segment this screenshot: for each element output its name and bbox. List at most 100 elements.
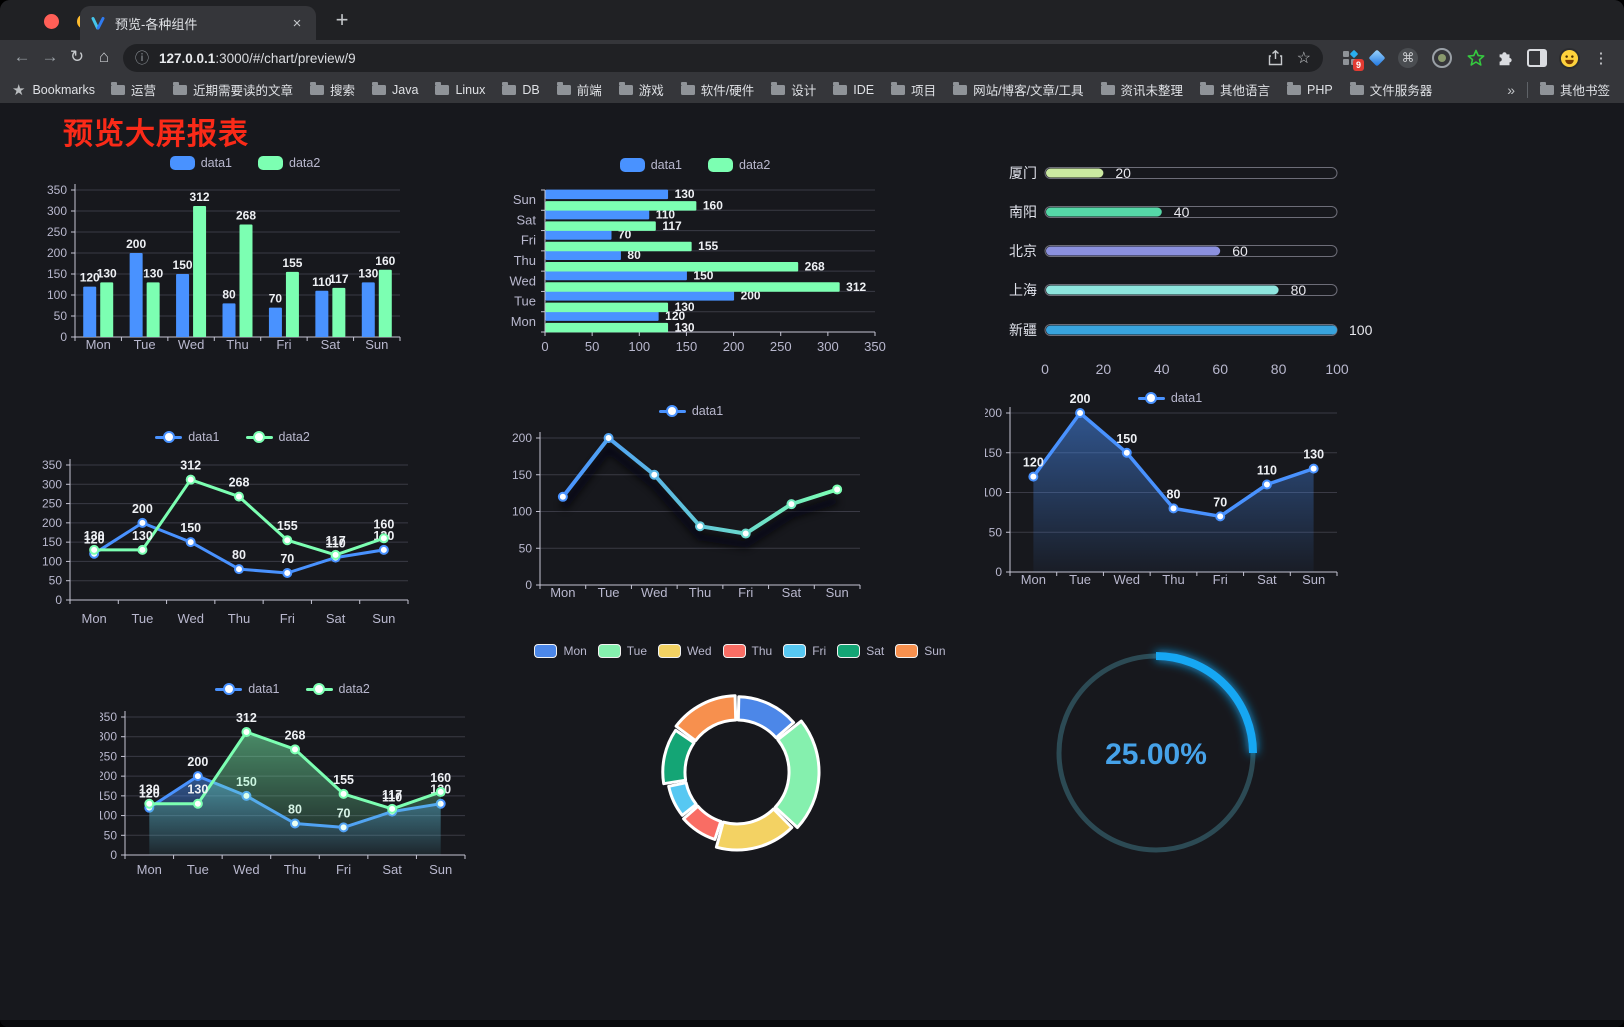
side-panel-icon[interactable]: [1524, 44, 1550, 72]
pie-slice-Fri: [667, 781, 698, 817]
svg-text:Sun: Sun: [372, 611, 395, 626]
extension-grid-icon[interactable]: 9: [1337, 44, 1364, 72]
bookmark-folder[interactable]: 项目: [891, 80, 936, 99]
share-icon[interactable]: [1268, 50, 1283, 66]
svg-text:0: 0: [1041, 361, 1049, 377]
other-bookmarks[interactable]: 其他书签: [1539, 80, 1610, 99]
extensions-puzzle-icon[interactable]: [1492, 44, 1518, 72]
svg-text:Fri: Fri: [280, 611, 295, 626]
chart-legend: Mon Tue Wed Thu Fri Sat Sun: [534, 644, 946, 658]
legend-item-data1[interactable]: data1: [658, 404, 723, 418]
svg-text:北京: 北京: [1009, 243, 1037, 259]
bookmarks-label[interactable]: Bookmarks: [32, 82, 95, 97]
legend-item-Wed[interactable]: Wed: [658, 644, 712, 658]
bookmark-folder[interactable]: IDE: [833, 81, 874, 97]
folder-icon: [618, 81, 633, 95]
new-tab-button[interactable]: +: [335, 7, 349, 32]
folder-icon: [1349, 81, 1364, 95]
bookmark-folder[interactable]: PHP: [1287, 81, 1333, 97]
svg-text:130: 130: [139, 783, 160, 797]
tab-close-icon[interactable]: ×: [292, 14, 302, 32]
svg-text:155: 155: [282, 256, 302, 270]
bookmark-folder[interactable]: DB: [502, 81, 540, 97]
bookmark-folder[interactable]: 设计: [771, 80, 816, 99]
legend-item-Mon[interactable]: Mon: [534, 644, 587, 658]
legend-item-data2[interactable]: data2: [258, 156, 320, 170]
legend-item-Sun[interactable]: Sun: [895, 644, 946, 658]
svg-text:Mon: Mon: [550, 585, 575, 600]
address-bar[interactable]: ⓘ 127.0.0.1 :3000/#/chart/preview/9 ☆: [123, 44, 1323, 72]
folder-icon: [771, 81, 786, 95]
legend-item-data1[interactable]: data1: [215, 682, 280, 696]
extension-gem-icon[interactable]: [1364, 44, 1390, 72]
bookmark-folder[interactable]: Java: [372, 81, 418, 97]
back-icon[interactable]: ←: [13, 47, 31, 66]
bookmark-folder[interactable]: Linux: [435, 81, 485, 97]
legend-item-data2[interactable]: data2: [305, 682, 370, 696]
folder-icon: [891, 81, 906, 95]
reload-icon[interactable]: ↻: [69, 47, 85, 66]
legend-item-Thu[interactable]: Thu: [722, 644, 772, 658]
svg-text:160: 160: [375, 254, 395, 268]
svg-text:130: 130: [84, 529, 105, 543]
legend-item-Fri[interactable]: Fri: [783, 644, 826, 658]
svg-text:130: 130: [358, 266, 378, 280]
svg-text:Mon: Mon: [86, 337, 111, 352]
browser-menu-icon[interactable]: ⋮: [1593, 50, 1609, 67]
svg-text:130: 130: [187, 783, 208, 797]
svg-text:50: 50: [519, 541, 533, 555]
site-info-icon[interactable]: ⓘ: [135, 50, 149, 66]
chart-bar-vertical: data1 data2 0 50 100 150 200 250 300 350 Mon Tue Wed…: [40, 148, 450, 366]
svg-text:300: 300: [100, 730, 117, 744]
bookmark-folder[interactable]: 搜索: [310, 80, 355, 99]
browser-tab[interactable]: 预览-各种组件 ×: [80, 6, 316, 40]
bookmarks-overflow-chevron[interactable]: »: [1507, 81, 1515, 98]
pie-slice-Wed: [714, 807, 794, 852]
close-window-button[interactable]: [44, 14, 59, 29]
legend-item-Sat[interactable]: Sat: [837, 644, 884, 658]
svg-text:Thu: Thu: [228, 611, 250, 626]
bar-data2-Sun: [545, 201, 697, 211]
chart-legend: data1 data2: [100, 682, 485, 696]
bar-data1-Wed: [545, 270, 687, 281]
bookmark-folder[interactable]: 近期需要读的文章: [173, 80, 293, 99]
legend-item-data1[interactable]: data1: [169, 156, 232, 170]
svg-text:100: 100: [628, 339, 650, 354]
svg-text:100: 100: [512, 505, 532, 519]
bookmark-folder[interactable]: 游戏: [618, 80, 664, 99]
bookmark-folder[interactable]: 网站/博客/文章/工具: [953, 80, 1084, 99]
bookmark-folder[interactable]: 运营: [110, 80, 156, 99]
progress-南阳: [1046, 207, 1162, 217]
legend-item-data1[interactable]: data1: [619, 158, 682, 172]
profile-avatar[interactable]: [1556, 44, 1582, 72]
bookmark-folder[interactable]: 文件服务器: [1349, 80, 1432, 99]
extension-star-icon[interactable]: [1463, 44, 1489, 72]
svg-text:350: 350: [864, 339, 886, 354]
extension-command-icon[interactable]: ⌘: [1395, 44, 1421, 72]
series-data1: 120 200 150 80 70 110 130: [1023, 392, 1324, 572]
svg-text:150: 150: [985, 446, 1002, 460]
bookmark-folder-list: 运营 近期需要读的文章 搜索 Java Linux DB 前端 游戏 软件/硬件 设计 IDE 项目网…: [110, 80, 1493, 99]
svg-text:Fri: Fri: [336, 862, 351, 877]
legend-item-data1[interactable]: data1: [155, 430, 220, 444]
svg-text:80: 80: [1291, 282, 1307, 298]
legend-item-data2[interactable]: data2: [708, 158, 770, 172]
svg-text:300: 300: [47, 204, 67, 218]
forward-icon[interactable]: →: [41, 47, 59, 66]
chart-legend: data1: [502, 404, 880, 418]
svg-text:70: 70: [618, 228, 632, 242]
svg-text:150: 150: [512, 468, 532, 482]
legend-item-Tue[interactable]: Tue: [597, 644, 647, 658]
bookmark-folder[interactable]: 软件/硬件: [680, 80, 754, 99]
extension-recorder-icon[interactable]: [1429, 44, 1455, 72]
bookmark-folder[interactable]: 其他语言: [1200, 80, 1270, 99]
home-icon[interactable]: ⌂: [98, 47, 110, 66]
bookmark-star-icon[interactable]: ☆: [1296, 50, 1311, 67]
pie-slice-Mon: [736, 695, 796, 740]
svg-text:Fri: Fri: [276, 337, 291, 352]
legend-item-data1[interactable]: data1: [1137, 391, 1202, 405]
legend-item-data2[interactable]: data2: [245, 430, 310, 444]
svg-text:350: 350: [47, 183, 67, 197]
bookmark-folder[interactable]: 前端: [556, 80, 602, 99]
bookmark-folder[interactable]: 资讯未整理: [1100, 80, 1183, 99]
